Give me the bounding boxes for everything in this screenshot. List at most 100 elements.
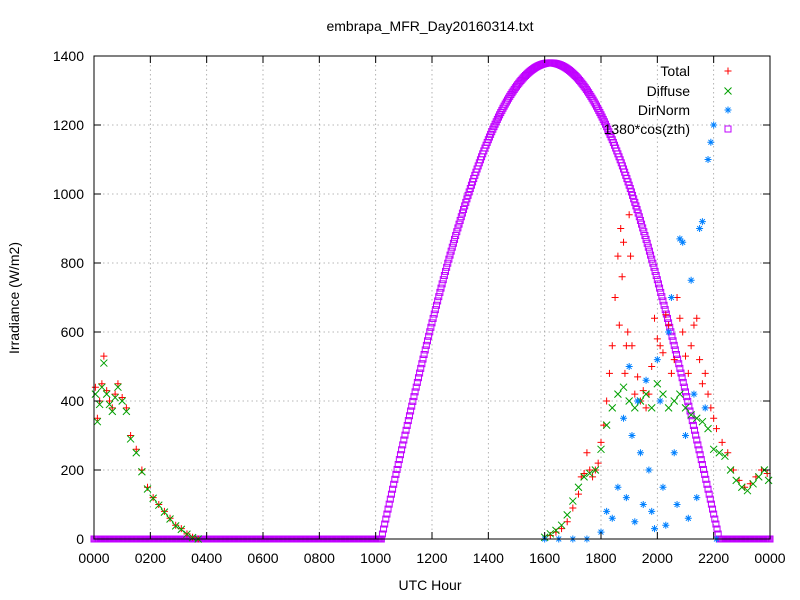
total-point <box>100 352 108 360</box>
sun-point <box>421 346 429 354</box>
legend-label: Total <box>660 63 690 79</box>
diffuse-point <box>698 417 707 426</box>
total-point <box>712 425 720 433</box>
diffuse-point <box>754 473 763 481</box>
diffuse-point <box>111 393 119 402</box>
diffuse-point <box>166 515 174 523</box>
sun-point <box>696 451 704 459</box>
sun-point <box>633 205 641 213</box>
total-point <box>682 352 689 360</box>
legend: Total Diffuse DirNorm 1380*cos(zth) <box>604 63 732 137</box>
sun-point <box>408 402 416 410</box>
diffuse-point <box>642 390 650 398</box>
diffuse-point <box>721 452 729 461</box>
diffuse-point <box>664 404 673 412</box>
diffuse-point <box>647 404 656 412</box>
legend-label: Diffuse <box>647 83 691 99</box>
diffuse-point <box>619 383 628 392</box>
sun-point <box>596 109 604 117</box>
diffuse-point <box>118 397 127 405</box>
dirnorm-point <box>707 138 715 146</box>
total-point <box>605 369 613 377</box>
x-tick-label: 0800 <box>304 550 335 566</box>
sun-point <box>419 355 427 363</box>
sun-point <box>416 369 424 377</box>
sun-point <box>697 456 705 464</box>
sun-point <box>692 431 700 439</box>
total-point <box>569 504 577 512</box>
sun-point <box>389 485 397 493</box>
sun-point <box>451 235 459 243</box>
sun-point <box>493 115 501 123</box>
sun-point <box>654 280 662 288</box>
sun-point <box>600 118 608 126</box>
y-tick-label: 1200 <box>53 117 84 133</box>
total-point <box>656 342 664 350</box>
x-tick-label: 0400 <box>191 550 222 566</box>
axis-ticks <box>93 55 771 540</box>
total-point <box>594 459 602 467</box>
total-point <box>122 404 130 412</box>
sun-point <box>645 247 653 255</box>
total-point <box>665 321 673 329</box>
dirnorm-point <box>662 521 670 529</box>
total-point <box>614 252 622 260</box>
diffuse-point <box>154 501 163 510</box>
sun-point <box>393 465 401 473</box>
sun-point <box>392 470 400 478</box>
sun-point <box>678 374 686 382</box>
sun-point <box>704 485 712 493</box>
sun-point <box>444 259 452 267</box>
sun-point <box>462 198 470 206</box>
y-tick-label: 0 <box>76 531 84 547</box>
sun-point <box>698 461 706 469</box>
dirnorm-point <box>622 494 630 502</box>
legend-label: 1380*cos(zth) <box>604 121 690 137</box>
total-point <box>608 342 616 350</box>
sun-point <box>643 239 651 247</box>
sun-point <box>661 306 669 314</box>
sun-point <box>422 341 430 349</box>
diffuse-point <box>93 417 102 426</box>
grid <box>94 56 770 539</box>
diffuse-point <box>183 530 191 539</box>
x-tick-label: 1600 <box>529 550 560 566</box>
sun-point <box>598 113 606 121</box>
diffuse-point <box>670 397 679 405</box>
sun-point <box>385 500 393 508</box>
sun-point <box>672 351 680 359</box>
diffuse-point <box>580 473 588 481</box>
diffuse-point <box>95 400 104 409</box>
diffuse-point <box>630 404 639 412</box>
diffuse-point <box>709 445 718 454</box>
sun-point <box>662 310 670 318</box>
sun-point <box>437 284 445 292</box>
sun-point <box>713 525 721 533</box>
sun-point <box>706 495 714 503</box>
diffuse-point <box>102 390 111 398</box>
total-point <box>111 390 119 398</box>
dirnorm-point <box>670 449 678 457</box>
diffuse-point <box>149 494 158 503</box>
dirnorm-point <box>648 507 656 515</box>
total-point <box>618 273 626 281</box>
sun-point <box>650 263 658 271</box>
sun-point <box>384 505 392 513</box>
sun-point <box>705 490 713 498</box>
sun-point <box>641 232 649 240</box>
sun-point <box>445 255 453 263</box>
sun-point <box>703 480 711 488</box>
sun-point <box>688 417 696 425</box>
sun-point <box>381 520 389 528</box>
sun-point <box>396 451 404 459</box>
diffuse-point <box>764 476 773 485</box>
dirnorm-point <box>651 525 659 533</box>
x-tick-label: 1400 <box>473 550 504 566</box>
sun-point <box>438 280 446 288</box>
dirnorm-point <box>698 218 706 226</box>
dirnorm-point <box>690 390 698 398</box>
total-point <box>718 438 726 446</box>
sun-point <box>401 431 409 439</box>
total-point <box>662 311 670 319</box>
